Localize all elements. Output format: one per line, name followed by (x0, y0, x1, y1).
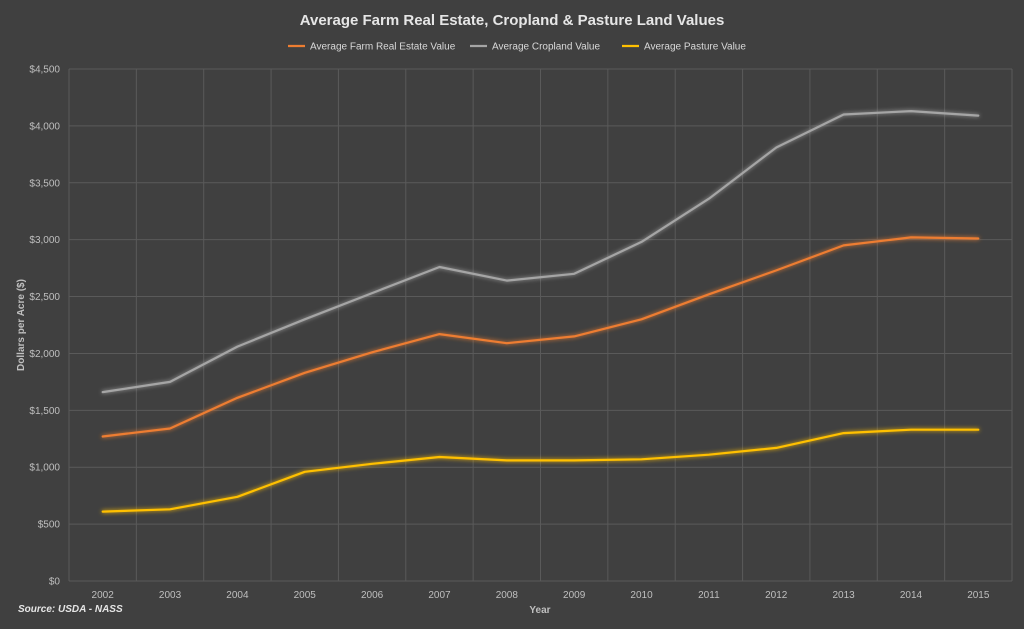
gridlines (68, 68, 1013, 582)
y-axis-ticks: $0 $500 $1,000 $1,500 $2,000 $2,500 $3,000 $3,5… (29, 65, 60, 588)
x-tick-label: 2003 (159, 590, 182, 601)
x-tick-label: 2013 (832, 590, 855, 601)
y-tick-label: $4,500 (29, 65, 60, 76)
x-tick-label: 2002 (92, 590, 115, 601)
y-axis-title: Dollars per Acre ($) (16, 279, 27, 371)
chart-title: Average Farm Real Estate, Cropland & Pas… (300, 12, 725, 29)
x-tick-label: 2015 (967, 590, 990, 601)
x-tick-label: 2011 (698, 590, 720, 601)
x-tick-label: 2005 (294, 590, 317, 601)
source-note: Source: USDA - NASS (18, 604, 123, 615)
legend-label: Average Farm Real Estate Value (310, 42, 456, 53)
x-tick-label: 2012 (765, 590, 788, 601)
y-tick-label: $3,000 (29, 235, 60, 246)
y-tick-label: $2,000 (29, 349, 60, 360)
x-tick-label: 2008 (496, 590, 519, 601)
series-line-3 (101, 428, 980, 513)
y-tick-label: $1,500 (29, 406, 60, 417)
x-tick-label: 2009 (563, 590, 586, 601)
y-tick-label: $500 (38, 520, 61, 531)
x-tick-label: 2007 (428, 590, 451, 601)
y-tick-label: $0 (49, 577, 61, 588)
y-tick-label: $2,500 (29, 292, 60, 303)
y-tick-label: $3,500 (29, 178, 60, 189)
legend-label: Average Cropland Value (492, 42, 600, 53)
y-tick-label: $1,000 (29, 463, 60, 474)
x-tick-label: 2006 (361, 590, 384, 601)
x-axis-ticks: 2002 2003 2004 2005 2006 2007 2008 2009 2010 2011… (92, 590, 990, 601)
x-tick-label: 2014 (900, 590, 923, 601)
series-lines (101, 109, 980, 513)
x-tick-label: 2010 (630, 590, 653, 601)
series-line-1 (101, 236, 980, 438)
legend-label: Average Pasture Value (644, 42, 746, 53)
legend: Average Farm Real Estate Value Average Cr… (288, 42, 746, 53)
x-tick-label: 2004 (226, 590, 249, 601)
x-axis-title: Year (529, 605, 550, 616)
series-line-2 (101, 109, 980, 394)
y-tick-label: $4,000 (29, 121, 60, 132)
